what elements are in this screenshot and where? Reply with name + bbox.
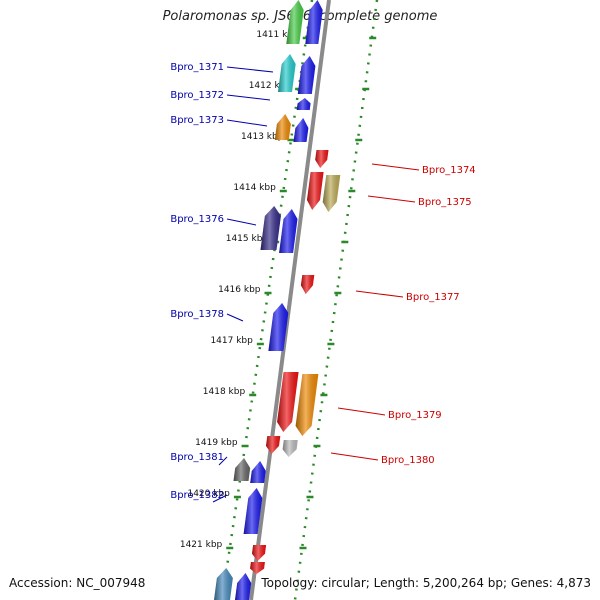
tick-label: 1412 kbp: [249, 81, 292, 91]
tick-label: 1416 kbp: [218, 285, 261, 295]
gene-label-forward: Bpro_1372: [170, 90, 224, 101]
gene-labels: Bpro_1371 Bpro_1372 Bpro_1373 Bpro_1376 Bpro…: [170, 62, 476, 503]
feature-blue-f-shading: [243, 488, 263, 534]
feature-red-small-b: [300, 275, 315, 294]
gene-leader-reverse: [337, 407, 386, 416]
gene-label-reverse: Bpro_1380: [381, 455, 435, 466]
gene-label-forward: Bpro_1371: [170, 62, 224, 73]
gene-leader-forward: [226, 94, 271, 101]
tick-label: 1413 kbp: [241, 132, 284, 142]
gene-label-forward: Bpro_1373: [170, 115, 224, 126]
scale-dotted-lines: [220, 0, 379, 600]
feature-red-small-c-shading: [266, 436, 281, 454]
feature-cyan-shading: [278, 54, 296, 92]
feature-blue-d-shading: [268, 303, 289, 351]
tick-label: 1417 kbp: [210, 336, 253, 346]
gene-label-reverse: Bpro_1379: [388, 410, 442, 421]
feature-navy: [260, 206, 281, 250]
feature-green-top-shading: [286, 0, 304, 44]
gene-leader-reverse: [367, 195, 416, 203]
tick-label: 1419 kbp: [195, 438, 238, 448]
gene-label-reverse: Bpro_1375: [418, 197, 472, 208]
feature-red-small-e: [250, 562, 265, 574]
feature-red-small-d: [252, 545, 267, 561]
feature-blue-small-shading: [296, 98, 311, 110]
tick-label: 1420 kbp: [187, 489, 230, 499]
feature-grey-dark-shading: [233, 458, 251, 481]
feature-orange-b-shading: [295, 374, 319, 436]
feature-grey-dark: [233, 458, 251, 481]
feature-blue-b-shading: [293, 118, 309, 142]
scale-ticks: 1411 kbp 1412 kbp 1413 kbp 1414 kbp 1415 kbp…: [180, 30, 377, 550]
feature-navy-shading: [260, 206, 281, 250]
feature-grey-light-shading: [282, 440, 298, 457]
feature-grey-light: [282, 440, 298, 457]
gene-leader-forward: [212, 494, 228, 503]
tick-label: 1411 kbp: [256, 30, 299, 40]
backbone-line: [249, 0, 331, 600]
topology-text: Topology: circular; Length: 5,200,264 bp…: [261, 576, 591, 590]
gene-leader-forward: [218, 456, 228, 466]
feature-red-a-shading: [307, 172, 324, 210]
gene-leader-reverse: [355, 290, 404, 298]
genome-backbone: [249, 0, 331, 600]
gene-leader-forward: [226, 218, 257, 226]
accession-text: Accession: NC_007948: [9, 576, 146, 590]
feature-blue-e: [250, 461, 266, 483]
feature-steelblue-shading: [214, 568, 233, 600]
feature-blue-g-shading: [235, 573, 252, 600]
feature-steelblue: [214, 568, 233, 600]
feature-blue-top-shading: [305, 0, 323, 44]
feature-blue-d: [268, 303, 289, 351]
feature-red-b: [277, 372, 299, 432]
feature-blue-b: [293, 118, 309, 142]
feature-blue-c-shading: [279, 209, 298, 253]
tick-label: 1415 kbp: [226, 234, 269, 244]
feature-orange-a-shading: [274, 114, 291, 140]
gene-label-forward: Bpro_1381: [170, 452, 224, 463]
feature-blue-g: [235, 573, 252, 600]
feature-red-small-e-shading: [250, 562, 265, 574]
gene-leader-reverse: [330, 452, 379, 461]
feature-blue-a-shading: [297, 56, 316, 94]
tick-label: 1414 kbp: [233, 183, 276, 193]
gene-label-forward: Bpro_1382: [170, 490, 224, 501]
gene-leader-forward: [226, 66, 274, 73]
gene-features: [214, 0, 341, 600]
feature-red-small-b-shading: [300, 275, 315, 294]
scale-line-left: [220, 0, 314, 600]
gene-leader-forward: [226, 313, 244, 322]
feature-green-top: [286, 0, 304, 44]
feature-red-a: [307, 172, 324, 210]
gene-leader-reverse: [371, 163, 420, 171]
tick-label: 1421 kbp: [180, 540, 223, 550]
feature-blue-e-shading: [250, 461, 266, 483]
feature-khaki: [322, 175, 341, 212]
feature-blue-small: [296, 98, 311, 110]
feature-blue-c: [279, 209, 298, 253]
feature-khaki-shading: [322, 175, 341, 212]
feature-blue-a: [297, 56, 316, 94]
feature-blue-top: [305, 0, 323, 44]
gene-label-forward: Bpro_1378: [170, 309, 224, 320]
feature-orange-b: [295, 374, 319, 436]
feature-blue-f: [243, 488, 263, 534]
feature-cyan: [278, 54, 296, 92]
gene-label-forward: Bpro_1376: [170, 214, 224, 225]
feature-red-small-a: [315, 150, 329, 168]
feature-red-small-a-shading: [315, 150, 329, 168]
feature-red-b-shading: [277, 372, 299, 432]
feature-red-small-c: [266, 436, 281, 454]
gene-label-reverse: Bpro_1377: [406, 292, 460, 303]
feature-orange-a: [274, 114, 291, 140]
tick-label: 1418 kbp: [203, 387, 246, 397]
gene-label-reverse: Bpro_1374: [422, 165, 476, 176]
feature-red-small-d-shading: [252, 545, 267, 561]
gene-leader-forward: [226, 119, 268, 127]
scale-line-right: [293, 0, 379, 600]
